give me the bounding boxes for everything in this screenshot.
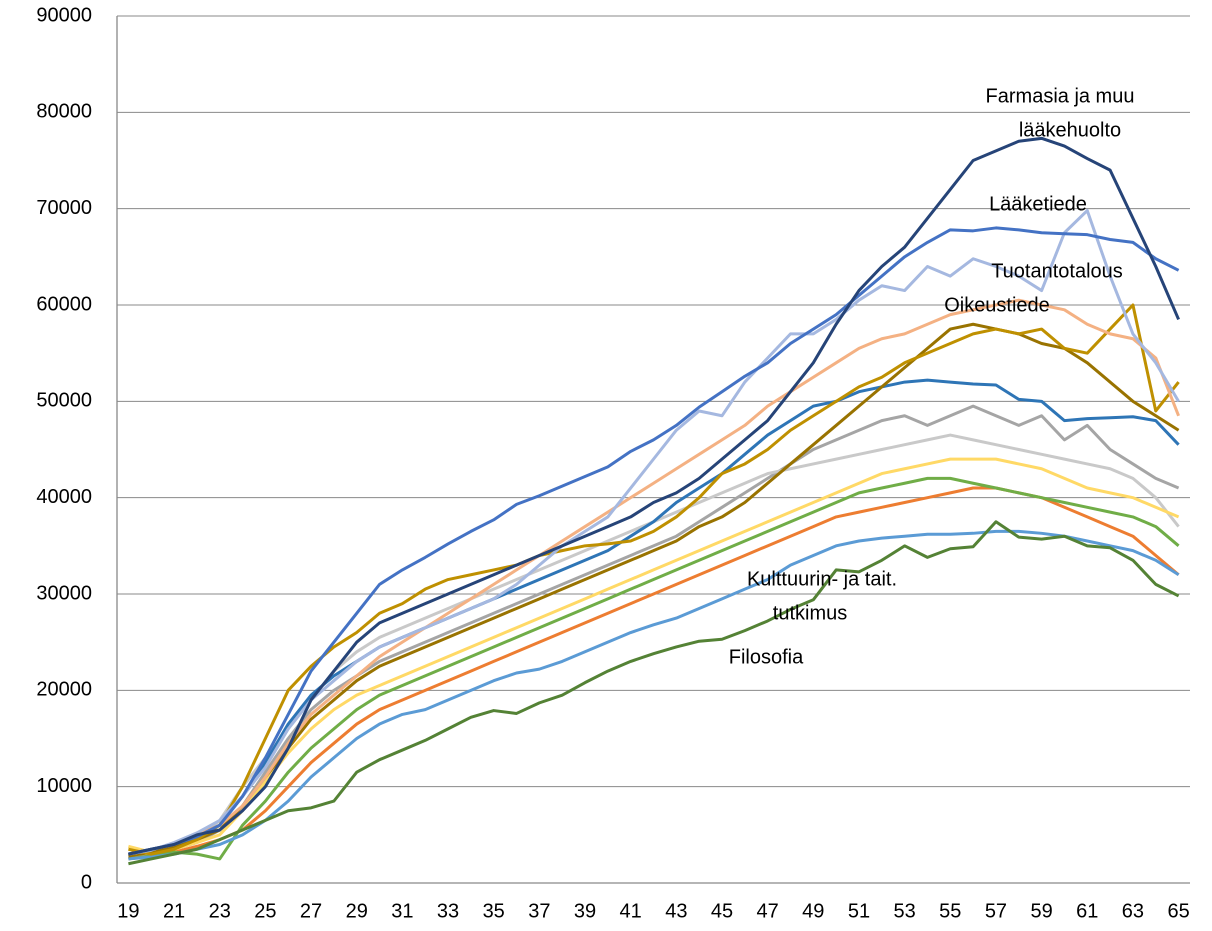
x-tick-label: 59 xyxy=(1030,900,1052,922)
x-tick-label: 41 xyxy=(620,900,642,922)
annotation: Farmasia ja muu xyxy=(986,85,1135,107)
x-tick-label: 45 xyxy=(711,900,733,922)
series-line xyxy=(128,378,1180,856)
x-tick-label: 35 xyxy=(483,900,505,922)
annotation: Tuotantotalous xyxy=(991,260,1123,282)
x-tick-label: 55 xyxy=(939,900,961,922)
x-tick-label: 37 xyxy=(528,900,550,922)
series-line xyxy=(128,476,1180,861)
plot-area xyxy=(128,136,1180,866)
x-tick-label: 39 xyxy=(574,900,596,922)
series-line xyxy=(128,529,1180,861)
x-tick-label: 33 xyxy=(437,900,459,922)
y-tick-label: 40000 xyxy=(36,486,92,508)
annotation: Filosofia xyxy=(729,646,804,668)
annotation: Lääketiede xyxy=(989,193,1087,215)
annotation: lääkehuolto xyxy=(1019,119,1121,141)
y-tick-label: 10000 xyxy=(36,775,92,797)
y-tick-label: 90000 xyxy=(36,4,92,26)
x-tick-label: 43 xyxy=(665,900,687,922)
y-tick-label: 30000 xyxy=(36,582,92,604)
x-tick-label: 25 xyxy=(254,900,276,922)
x-tick-label: 61 xyxy=(1076,900,1098,922)
x-tick-label: 49 xyxy=(802,900,824,922)
y-tick-label: 20000 xyxy=(36,679,92,701)
x-tick-label: 21 xyxy=(163,900,185,922)
tick-labels: 0 10000 20000 30000 40000 50000 60000 70000 8000… xyxy=(36,4,1189,922)
series-line xyxy=(128,457,1180,854)
x-tick-label: 47 xyxy=(757,900,779,922)
x-tick-label: 31 xyxy=(391,900,413,922)
x-tick-label: 29 xyxy=(346,900,368,922)
x-tick-label: 63 xyxy=(1122,900,1144,922)
x-tick-label: 53 xyxy=(894,900,916,922)
annotation: tutkimus xyxy=(773,602,847,624)
x-tick-label: 51 xyxy=(848,900,870,922)
series-line xyxy=(128,303,1180,856)
y-tick-label: 70000 xyxy=(36,197,92,219)
series-line xyxy=(128,209,1180,856)
x-tick-label: 19 xyxy=(117,900,139,922)
series-line xyxy=(128,298,1180,856)
grid xyxy=(117,15,1190,884)
y-tick-label: 80000 xyxy=(36,101,92,123)
series-line xyxy=(128,520,1180,866)
annotation: Kulttuurin- ja tait. xyxy=(747,568,897,590)
y-tick-label: 0 xyxy=(81,871,92,893)
x-tick-label: 65 xyxy=(1167,900,1189,922)
annotation: Oikeustiede xyxy=(944,294,1050,316)
y-tick-label: 50000 xyxy=(36,390,92,412)
y-tick-label: 60000 xyxy=(36,293,92,315)
x-tick-label: 27 xyxy=(300,900,322,922)
x-tick-label: 57 xyxy=(985,900,1007,922)
series-line xyxy=(128,136,1180,856)
x-tick-label: 23 xyxy=(209,900,231,922)
series-line xyxy=(128,226,1180,856)
